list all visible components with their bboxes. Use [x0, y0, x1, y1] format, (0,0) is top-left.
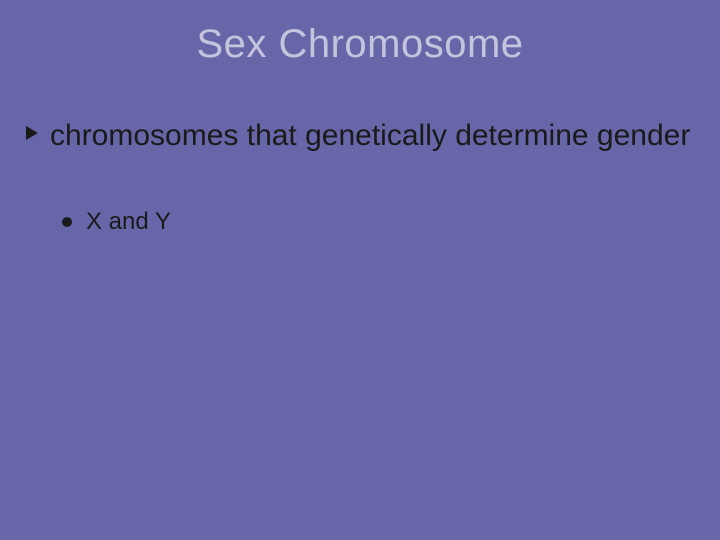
disc-icon: [62, 217, 72, 227]
slide: Sex Chromosome chromosomes that genetica…: [0, 0, 720, 540]
bullet-level-1-text: chromosomes that genetically determine g…: [50, 116, 690, 156]
bullet-level-2-text: X and Y: [86, 208, 171, 236]
slide-title: Sex Chromosome: [0, 22, 720, 67]
arrow-right-icon: [24, 124, 42, 142]
bullet-level-1: chromosomes that genetically determine g…: [24, 116, 696, 156]
bullet-level-2: X and Y: [62, 208, 171, 236]
